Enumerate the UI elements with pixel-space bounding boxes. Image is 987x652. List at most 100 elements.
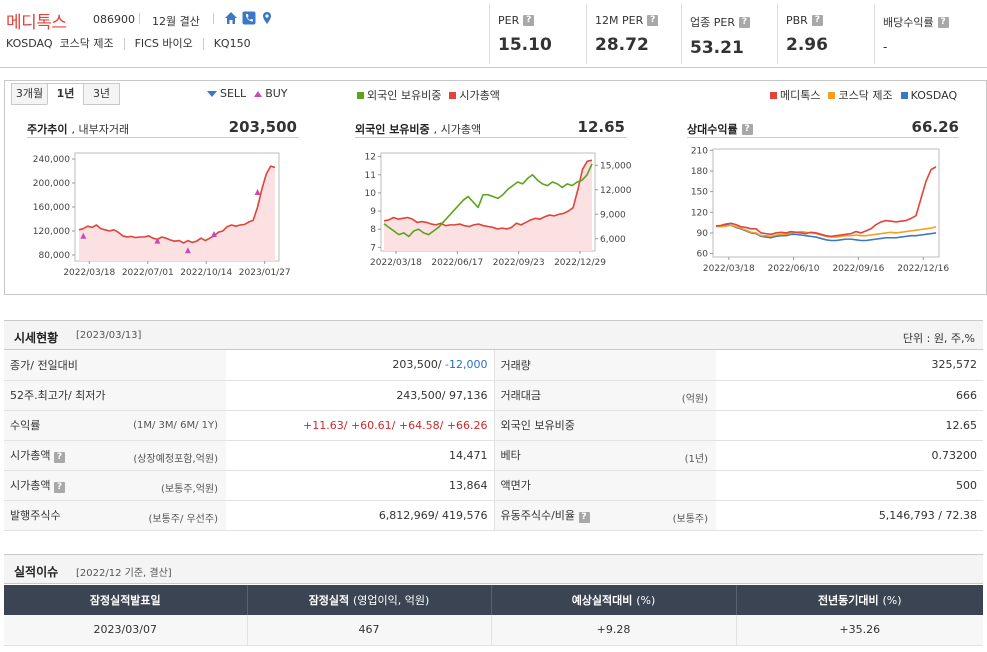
buy-marker xyxy=(154,237,161,244)
legend-label: SELL xyxy=(220,87,247,100)
y-tick-label: 160,000 xyxy=(33,203,70,213)
divider xyxy=(27,137,299,138)
foreign-legend: 외국인 보유비중 시가총액 xyxy=(357,87,500,103)
metric-label: 업종 PER xyxy=(690,16,735,29)
header-label: 전년동기대비 xyxy=(817,594,879,607)
metric-label: 12M PER xyxy=(595,14,644,27)
table-row: 시가총액 ? (보통주,억원) 13,864 액면가 500 xyxy=(4,470,983,501)
x-tick-label: 2022/06/17 xyxy=(431,258,483,268)
y-tick-label: 210 xyxy=(691,146,708,156)
metric-label: 배당수익률 xyxy=(883,16,934,29)
home-icon[interactable] xyxy=(224,11,238,25)
y-tick-label: 200,000 xyxy=(33,179,70,189)
row-value: 14,471 xyxy=(449,448,488,462)
legend-label: KOSDAQ xyxy=(910,88,958,102)
row-value: 13,864 xyxy=(449,478,488,492)
tab-3m[interactable]: 3개월 xyxy=(11,83,48,105)
chart-current-value: 203,500 xyxy=(228,118,297,136)
x-tick-label: 2022/09/23 xyxy=(493,258,545,268)
row-label: 52주.최고가/ 최저가 xyxy=(10,389,106,402)
metric-value: 53.21 xyxy=(690,38,744,58)
y-tick-label: 12 xyxy=(365,153,376,163)
tab-3y[interactable]: 3년 xyxy=(83,83,120,105)
row-value: 325,572 xyxy=(931,358,978,372)
price-trend-chart: 주가추이, 내부자거래 203,500 2022/03/18 2022/07/01… xyxy=(9,115,309,291)
help-icon[interactable]: ? xyxy=(811,15,823,26)
y-tick-label: 7 xyxy=(370,243,376,253)
map-pin-icon[interactable] xyxy=(260,11,274,25)
sell-marker-icon xyxy=(207,90,217,97)
help-icon[interactable]: ? xyxy=(741,123,753,135)
column-header: 잠정실적발표일 xyxy=(4,585,248,615)
y-tick-label: 180 xyxy=(691,167,708,177)
table-cell: +9.28 xyxy=(491,615,737,646)
tab-1y[interactable]: 1년 xyxy=(47,83,84,105)
help-icon[interactable]: ? xyxy=(523,15,535,26)
metric-label: PER xyxy=(498,14,520,27)
legend-label: BUY xyxy=(265,87,288,100)
help-icon[interactable]: ? xyxy=(578,512,590,523)
metric-value: 15.10 xyxy=(498,35,552,55)
chart-title: 주가추이 xyxy=(27,123,68,136)
legend-foreign: 외국인 보유비중 xyxy=(357,87,441,103)
row-label: 종가/ 전일대비 xyxy=(10,358,78,372)
y-tick-label: 9 xyxy=(370,207,376,217)
row-value: 243,500/ 97,136 xyxy=(396,388,488,402)
divider xyxy=(687,137,959,138)
row-value-cell: 12.65 xyxy=(716,410,983,441)
row-label-cell: 거래대금 (억원) xyxy=(494,380,716,411)
help-icon[interactable]: ? xyxy=(738,16,750,28)
row-value-cell: 203,500/ -12,000 xyxy=(226,350,495,381)
row-sublabel: (억원) xyxy=(681,393,708,405)
header-label: 잠정실적발표일 xyxy=(89,594,161,607)
table-row: 수익률 (1M/ 3M/ 6M/ 1Y) +11.63/ +60.61/ +64.5… xyxy=(4,410,983,441)
buy-marker xyxy=(184,247,191,254)
row-value-cell: 13,864 xyxy=(226,470,495,501)
row-value-cell: 666 xyxy=(716,380,983,411)
help-icon[interactable]: ? xyxy=(53,482,65,493)
help-icon[interactable]: ? xyxy=(647,15,659,26)
relative-return-chart: 상대수익률? 66.26 2022/03/18 2022/06/10 2022/09… xyxy=(669,115,969,291)
row-value: 6,812,969/ 419,576 xyxy=(378,508,488,522)
help-icon[interactable]: ? xyxy=(53,452,65,463)
trade-legend: SELL BUY xyxy=(207,87,288,100)
row-value: 203,500/ xyxy=(392,358,446,372)
row-sublabel: (보통주) xyxy=(672,513,708,525)
row-label-cell: 52주.최고가/ 최저가 xyxy=(4,380,226,411)
row-label: 베타 xyxy=(500,449,521,462)
company-header: 메디톡스 086900 12월 결산 KOSDAQ 코스닥 제조 FICS 바이… xyxy=(0,0,987,68)
red-swatch-icon xyxy=(449,91,457,99)
chart-title: 외국인 보유비중 xyxy=(355,123,430,136)
market-tag: KOSDAQ 코스닥 제조 xyxy=(6,37,114,50)
row-sublabel: (1M/ 3M/ 6M/ 1Y) xyxy=(133,419,218,431)
performance-table: 잠정실적발표일 잠정실적 (영업이익, 억원) 예상실적대비 (%) 전년동기대… xyxy=(4,585,983,646)
quote-section-header: 시세현황 [2023/03/13] 단위 : 원, 주,% xyxy=(4,320,983,350)
row-sublabel: (1년) xyxy=(684,453,708,465)
foreign-chart-svg: 2022/03/18 2022/06/17 2022/09/23 2022/12/29… xyxy=(365,152,632,268)
row-label-cell: 거래량 xyxy=(494,350,716,381)
index-tag: KQ150 xyxy=(202,38,261,50)
x-tick-label: 2022/06/10 xyxy=(768,264,820,274)
row-sublabel: (보통주/ 우선주) xyxy=(148,513,218,525)
help-icon[interactable]: ? xyxy=(937,16,949,28)
mcap-line xyxy=(383,159,593,230)
phone-icon[interactable] xyxy=(242,11,256,25)
legend-buy: BUY xyxy=(254,87,288,100)
legend-sector: 코스닥 제조 xyxy=(828,87,893,103)
y-tick-label: 90 xyxy=(697,229,709,239)
header-sub: (%) xyxy=(636,594,656,607)
row-value-cell: 5,146,793 / 72.38 xyxy=(716,500,983,531)
metric-label: PBR xyxy=(786,14,808,27)
row-value: 5,146,793 / 72.38 xyxy=(878,508,977,522)
row-label: 수익률 xyxy=(10,419,41,432)
legend-label: 시가총액 xyxy=(459,89,500,102)
chart-panel: 3개월 1년 3년 SELL BUY 외국인 보유비중 시가총액 메디톡스 코스… xyxy=(4,80,987,295)
perf-section-header: 실적이슈 [2022/12 기준, 결산] xyxy=(4,554,983,584)
header-label: 예상실적대비 xyxy=(571,594,633,607)
row-value-change: +11.63/ +60.61/ +64.58/ +66.26 xyxy=(303,418,488,432)
chart-title: 상대수익률 xyxy=(687,123,738,136)
red-swatch-icon xyxy=(770,91,777,99)
metric-12m-per: 12M PER? 28.72 xyxy=(586,4,681,64)
buy-marker xyxy=(211,231,218,237)
row-label: 시가총액 xyxy=(10,479,51,492)
